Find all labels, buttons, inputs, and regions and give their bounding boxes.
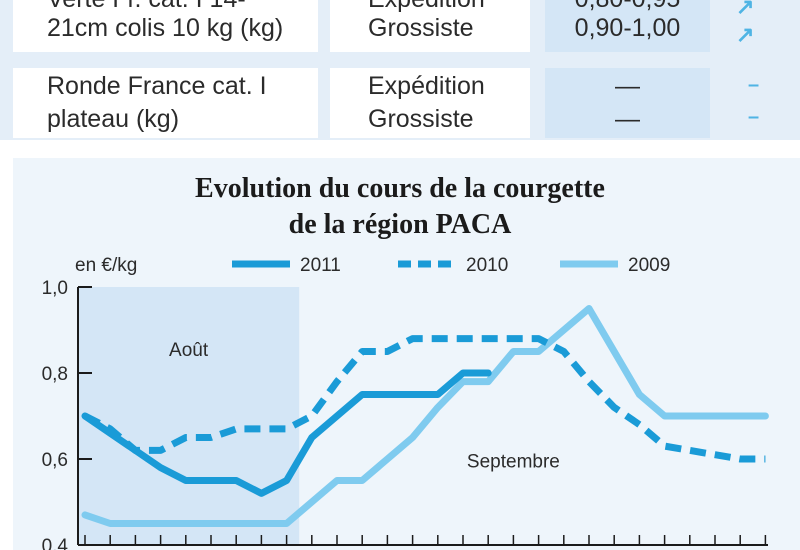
stage-label: Grossiste <box>368 14 474 42</box>
august-label: Août <box>169 340 209 361</box>
stage-label: Expédition <box>368 0 485 16</box>
legend-label-2010: 2010 <box>466 255 508 276</box>
product-name-line: Ronde France cat. I <box>47 72 267 100</box>
y-tick-label: 0,4 <box>42 536 69 550</box>
series-2011-line <box>81 369 492 497</box>
trend-flat-icon: – <box>748 74 760 96</box>
trend-up-icon: ↗ <box>736 22 755 47</box>
product-name-line: plateau (kg) <box>47 105 180 133</box>
trend-up-icon: ↗ <box>736 0 755 19</box>
stage-label: Grossiste <box>368 105 474 133</box>
chart-title-line-1: Evolution du cours de la courgette <box>195 173 605 204</box>
product-name-line: 21cm colis 10 kg (kg) <box>47 14 284 42</box>
product-name-line: Verte Fr. cat. I 14- <box>47 0 246 16</box>
price-cell <box>545 68 710 138</box>
legend-label-2011: 2011 <box>300 255 341 276</box>
price-value: 0,90-1,00 <box>574 14 681 42</box>
y-tick-label: 1,0 <box>42 278 68 299</box>
price-table: Verte Fr. cat. I 14- 21cm colis 10 kg (k… <box>0 0 800 140</box>
product-cell <box>13 68 318 138</box>
price-cell <box>545 0 710 52</box>
y-tick-label: 0,8 <box>42 364 68 385</box>
legend-label-2009: 2009 <box>628 255 670 276</box>
series-2010-line <box>83 335 766 463</box>
stage-cell <box>330 68 530 138</box>
stage-cell <box>330 0 530 52</box>
stage-label: Expédition <box>368 72 485 100</box>
price-value: — <box>615 105 640 133</box>
series-2009-line <box>81 305 769 527</box>
trend-flat-icon: – <box>748 106 760 128</box>
september-label: Septembre <box>467 452 560 473</box>
price-value: — <box>615 72 640 100</box>
product-cell <box>13 0 318 52</box>
y-axis-label: en €/kg <box>75 255 137 276</box>
chart-title-line-2: de la région PACA <box>288 209 512 240</box>
y-tick-label: 0,6 <box>42 450 68 471</box>
august-period-shade <box>78 287 300 545</box>
price-value: 0,80-0,95 <box>545 0 710 16</box>
